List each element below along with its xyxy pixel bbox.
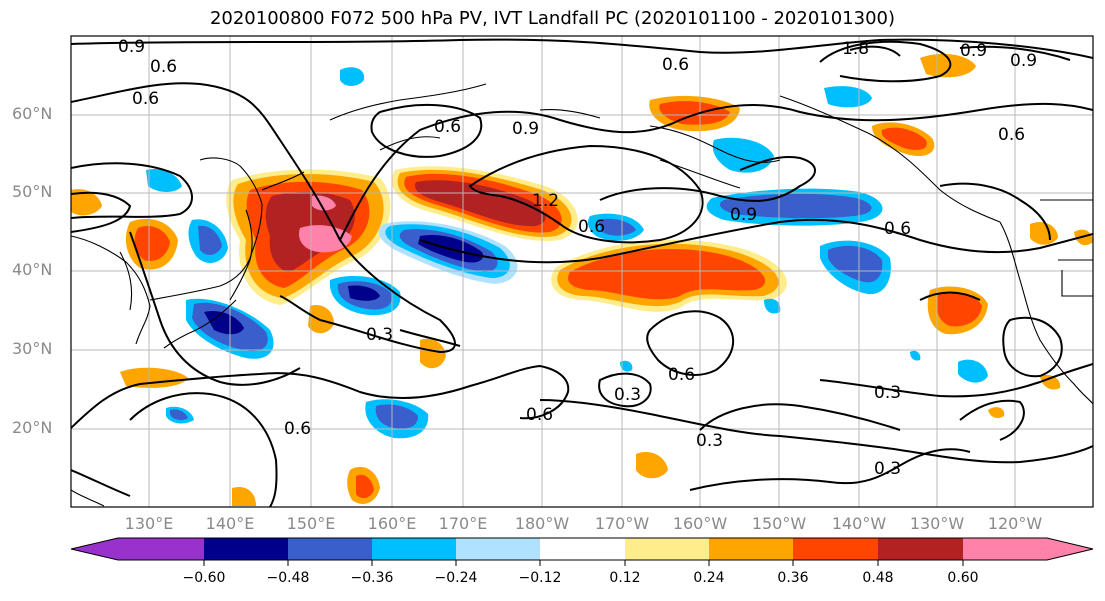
contour-label: 0.3 <box>874 383 901 403</box>
contour-label: 0.6 <box>434 117 461 137</box>
coastlines <box>71 83 1093 507</box>
colorbar-tick-label: −0.60 <box>182 570 226 586</box>
colorbar-segment <box>204 538 288 560</box>
colorbar-tick-label: 0.24 <box>693 570 725 586</box>
contour-label: 1.2 <box>532 191 559 211</box>
lat-label-50n: 50°N <box>12 182 53 201</box>
contour-label: 0.6 <box>526 405 553 425</box>
colorbar-segment <box>793 538 878 560</box>
colorbar-segment <box>878 538 963 560</box>
lat-label-60n: 60°N <box>12 104 53 123</box>
colorbar-segment <box>456 538 540 560</box>
contour-label: 0.6 <box>132 89 159 109</box>
lon-label-150e: 150°E <box>286 514 336 533</box>
contour-label: 0.9 <box>512 119 539 139</box>
map-title: 2020100800 F072 500 hPa PV, IVT Landfall… <box>209 8 896 29</box>
colorbar-tick-label: 0.48 <box>862 570 894 586</box>
contour-label: 0.6 <box>884 219 911 239</box>
lon-label-140e: 140°E <box>205 514 255 533</box>
colorbar-segment <box>540 538 625 560</box>
lon-label-170e: 170°E <box>438 514 488 533</box>
lon-label-130w: 130°W <box>909 514 965 533</box>
colorbar-segment <box>709 538 793 560</box>
contour-label: 0.3 <box>366 325 393 345</box>
contour-label: 0.9 <box>118 37 145 57</box>
graticule <box>71 36 1093 507</box>
positive-anomaly-patches <box>71 53 1093 506</box>
colorbar-segment <box>288 538 372 560</box>
contour-labels: 0.9 0.6 0.6 0.6 0.9 1.2 0.6 0.9 0.6 0.6 … <box>118 37 1037 479</box>
contour-label: 0.6 <box>662 55 689 75</box>
colorbar <box>70 537 1094 566</box>
colorbar-extend-high <box>1047 538 1093 560</box>
colorbar-segment <box>963 538 1047 560</box>
colorbar-segment <box>118 538 204 560</box>
colorbar-segment <box>625 538 709 560</box>
contour-label: 0.6 <box>284 419 311 439</box>
contour-label: 0.9 <box>960 41 987 61</box>
lon-label-140w: 140°W <box>831 514 887 533</box>
contour-label: 0.6 <box>150 57 177 77</box>
pv-contours <box>71 38 1093 507</box>
map-plot-area: 0.9 0.6 0.6 0.6 0.9 1.2 0.6 0.9 0.6 0.6 … <box>71 36 1093 507</box>
colorbar-tick-label: 0.36 <box>777 570 809 586</box>
lon-label-120w: 120°W <box>987 514 1043 533</box>
contour-label: 0.6 <box>998 125 1025 145</box>
lon-label-130e: 130°E <box>124 514 174 533</box>
lon-label-180w: 180°W <box>514 514 570 533</box>
contour-label: 0.6 <box>668 365 695 385</box>
colorbar-tick-label: −0.36 <box>350 570 394 586</box>
colorbar-tick-label: −0.24 <box>434 570 478 586</box>
colorbar-tick-label: 0.12 <box>609 570 641 586</box>
lat-label-40n: 40°N <box>12 260 53 279</box>
lat-label-20n: 20°N <box>12 418 53 437</box>
lon-label-150w: 150°W <box>751 514 807 533</box>
contour-label: 0.9 <box>1010 51 1037 71</box>
contour-label: 0.3 <box>614 385 641 405</box>
colorbar-tick-label: 0.60 <box>947 570 979 586</box>
colorbar-extend-low <box>71 538 118 560</box>
contour-label: 0.3 <box>874 459 901 479</box>
lon-label-160e: 160°E <box>367 514 417 533</box>
contour-label: 1.8 <box>842 39 869 59</box>
lat-label-30n: 30°N <box>12 339 53 358</box>
contour-label: 0.6 <box>578 217 605 237</box>
lon-label-160w: 160°W <box>672 514 728 533</box>
map-frame <box>70 35 1094 508</box>
lon-label-170w: 170°W <box>594 514 650 533</box>
colorbar-tick-label: −0.48 <box>266 570 310 586</box>
colorbar-segment <box>372 538 456 560</box>
contour-label: 0.3 <box>696 431 723 451</box>
contour-label: 0.9 <box>730 205 757 225</box>
colorbar-tick-label: −0.12 <box>518 570 562 586</box>
